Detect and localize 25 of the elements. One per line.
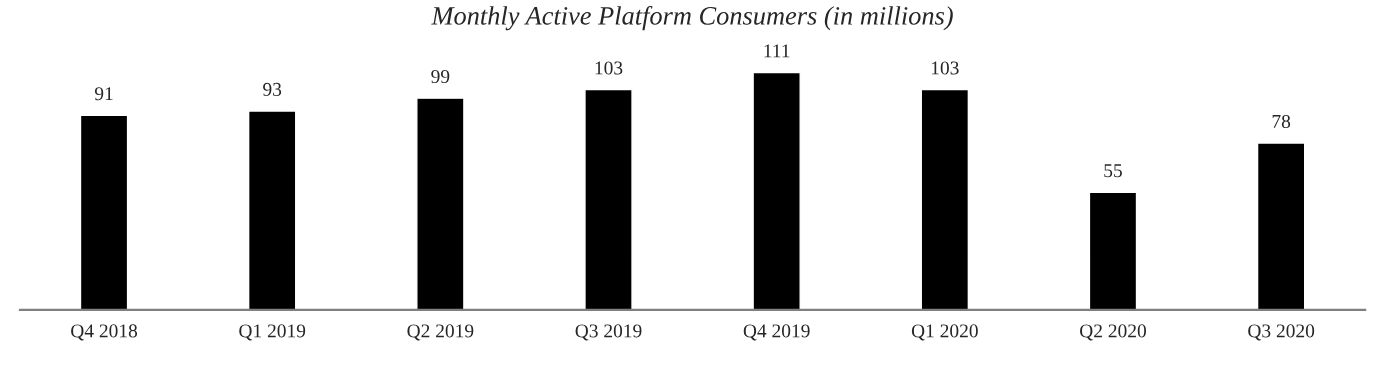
- bar: [1088, 191, 1138, 310]
- data-label: 103: [595, 61, 623, 75]
- bar: [79, 114, 129, 310]
- data-label: 55: [1104, 164, 1122, 178]
- data-label: 78: [1272, 114, 1291, 129]
- x-tick-label: Q2 2019: [407, 324, 474, 341]
- data-label: 103: [931, 61, 959, 75]
- x-tick-label: Q4 2018: [71, 324, 138, 341]
- bar: [920, 88, 970, 310]
- data-label: 93: [263, 82, 282, 96]
- bar: [416, 97, 465, 310]
- x-tick-label: Q2 2020: [1080, 324, 1146, 341]
- x-tick-label: Q4 2019: [743, 324, 810, 341]
- bar: [1256, 142, 1306, 310]
- x-tick-label: Q1 2020: [911, 324, 978, 341]
- chart-title: Monthly Active Platform Consumers (in millions): [431, 5, 953, 31]
- data-label: 111: [764, 44, 790, 58]
- data-label: 91: [94, 87, 113, 101]
- bar: [247, 110, 297, 310]
- x-tick-label: Q1 2019: [239, 324, 306, 341]
- data-label: 99: [431, 70, 450, 84]
- x-tick-label: Q3 2020: [1248, 324, 1315, 341]
- x-tick-label: Q3 2019: [575, 324, 642, 341]
- bar: [752, 71, 801, 310]
- bar: [584, 88, 633, 310]
